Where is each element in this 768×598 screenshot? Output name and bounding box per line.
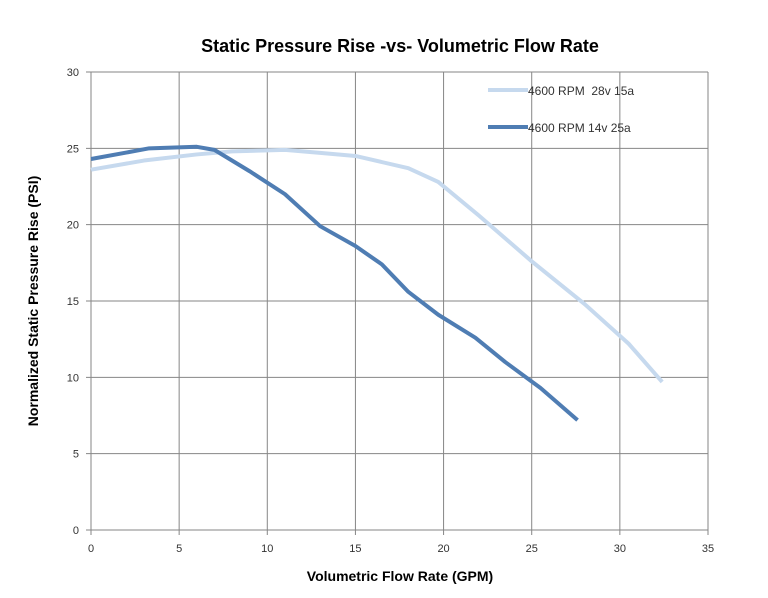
x-tick-label: 35 — [702, 543, 714, 555]
x-tick-label: 25 — [526, 543, 538, 555]
y-tick-label: 0 — [73, 525, 79, 537]
x-tick-label: 0 — [88, 543, 94, 555]
y-tick-label: 25 — [67, 143, 79, 155]
legend-label-series-2: 4600 RPM 14v 25a — [528, 121, 631, 135]
series-line-2 — [90, 144, 579, 422]
chart-title: Static Pressure Rise -vs- Volumetric Flo… — [201, 36, 599, 56]
y-tick-label: 15 — [67, 296, 79, 308]
x-axis-label: Volumetric Flow Rate (GPM) — [307, 568, 493, 584]
legend-label-series-1: 4600 RPM 28v 15a — [528, 84, 634, 98]
series-line-1 — [90, 147, 664, 384]
x-tick-label: 20 — [437, 543, 449, 555]
y-axis-label: Normalized Static Pressure Rise (PSI) — [25, 176, 41, 427]
y-tick-label: 5 — [73, 449, 79, 461]
legend: 4600 RPM 28v 15a 4600 RPM 14v 25a — [488, 84, 634, 135]
y-tick-label: 20 — [67, 220, 79, 232]
x-tick-label: 10 — [261, 543, 273, 555]
x-tick-label: 5 — [176, 543, 182, 555]
x-tick-label: 15 — [349, 543, 361, 555]
y-tick-label: 30 — [67, 67, 79, 79]
y-tick-label: 10 — [67, 372, 79, 384]
x-tick-label: 30 — [614, 543, 626, 555]
